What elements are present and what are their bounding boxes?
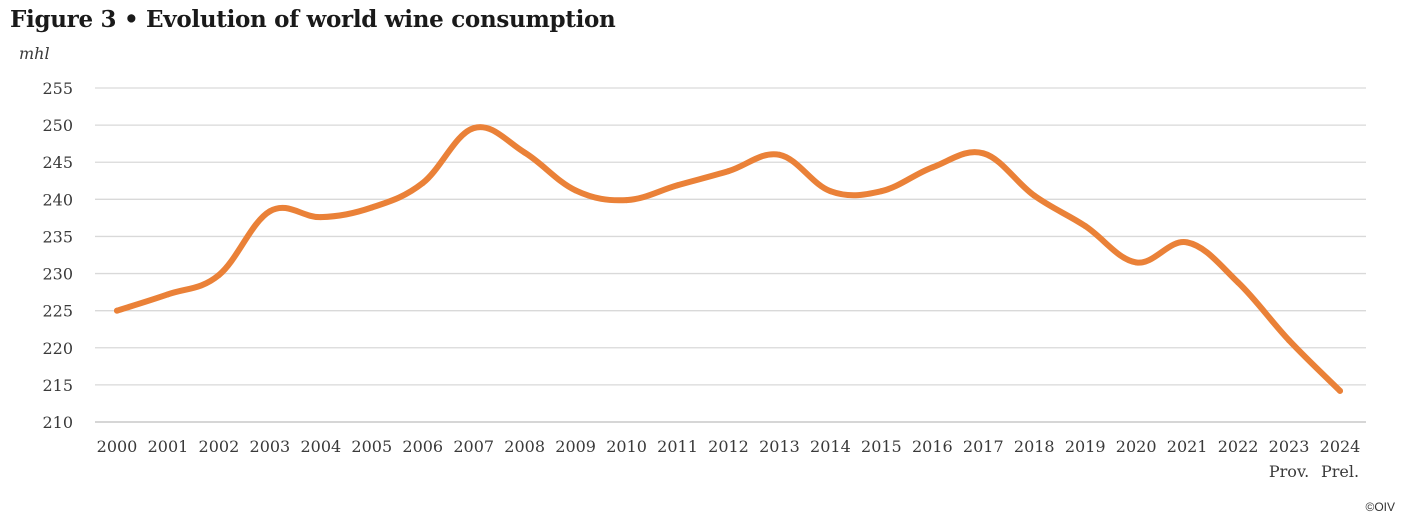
data-point-2008 (521, 149, 528, 156)
data-point-2019 (1082, 223, 1089, 230)
data-point-2023 (1286, 337, 1293, 344)
gridlines (95, 87, 1366, 423)
data-points (114, 125, 1343, 394)
x-tick-label: 2020 (1116, 437, 1157, 456)
y-axis-tick-labels: 210 215 220 225 230 235 240 245 250 255 (42, 79, 73, 432)
x-tick-label: 2007 (453, 437, 494, 456)
data-point-2000 (114, 307, 120, 314)
x-tick-label: 2021 (1167, 437, 1208, 456)
credit-label: ©OIV (1365, 500, 1395, 514)
x-tick-label: 2010 (606, 437, 647, 456)
x-tick-sublabel: Prel. (1321, 462, 1359, 481)
y-tick-label: 230 (42, 265, 73, 284)
x-axis-tick-labels: 2000 2001 2002 2003 2004 2005 2006 2007 2008 2009… (97, 437, 1361, 481)
y-tick-label: 250 (42, 116, 73, 135)
x-tick-label: 2009 (555, 437, 596, 456)
data-point-2024 (1337, 387, 1343, 394)
data-point-2022 (1235, 279, 1242, 286)
data-point-2011 (674, 182, 681, 189)
data-point-2010 (623, 197, 630, 204)
data-point-2021 (1184, 239, 1191, 246)
chart-title: Figure 3 • Evolution of world wine consu… (10, 6, 616, 33)
x-tick-label: 2002 (199, 437, 240, 456)
y-tick-label: 240 (42, 190, 73, 209)
x-tick-label: 2014 (810, 437, 851, 456)
x-tick-label: 2006 (402, 437, 443, 456)
y-tick-label: 215 (42, 376, 73, 395)
y-tick-label: 210 (42, 413, 73, 432)
data-point-2020 (1133, 259, 1140, 266)
x-tick-label: 2000 (97, 437, 138, 456)
y-tick-label: 220 (42, 339, 73, 358)
x-tick-sublabel: Prov. (1269, 462, 1309, 481)
x-tick-label: 2023 (1269, 437, 1310, 456)
data-point-2005 (368, 204, 375, 211)
x-tick-label: 2008 (504, 437, 545, 456)
data-point-2007 (470, 125, 477, 132)
x-tick-label: 2012 (708, 437, 749, 456)
x-tick-label: 2004 (300, 437, 341, 456)
data-point-2018 (1031, 192, 1038, 199)
x-tick-label: 2017 (963, 437, 1004, 456)
x-tick-label: 2019 (1065, 437, 1106, 456)
y-tick-label: 255 (42, 79, 73, 98)
data-point-2013 (776, 151, 783, 158)
x-tick-label: 2022 (1218, 437, 1259, 456)
data-point-2003 (266, 208, 273, 215)
data-point-2014 (827, 188, 834, 195)
x-tick-label: 2024 (1320, 437, 1361, 456)
data-point-2017 (980, 150, 987, 157)
y-axis-unit-label: mhl (19, 44, 50, 63)
y-tick-label: 235 (42, 227, 73, 246)
x-tick-label: 2011 (657, 437, 698, 456)
series-line-consumption (114, 124, 1343, 394)
y-tick-label: 245 (42, 153, 73, 172)
data-point-2009 (572, 187, 579, 194)
data-point-2016 (929, 164, 936, 171)
data-point-2012 (725, 168, 732, 175)
data-point-2006 (419, 180, 426, 187)
x-tick-label: 2015 (861, 437, 902, 456)
data-point-2004 (317, 214, 324, 221)
y-tick-label: 225 (42, 302, 73, 321)
data-point-2002 (215, 272, 222, 279)
x-tick-label: 2013 (759, 437, 800, 456)
x-tick-label: 2001 (148, 437, 189, 456)
x-tick-label: 2018 (1014, 437, 1055, 456)
data-point-2015 (878, 188, 885, 195)
x-tick-label: 2016 (912, 437, 953, 456)
x-tick-label: 2003 (250, 437, 291, 456)
data-point-2001 (164, 291, 171, 298)
x-tick-label: 2005 (351, 437, 392, 456)
